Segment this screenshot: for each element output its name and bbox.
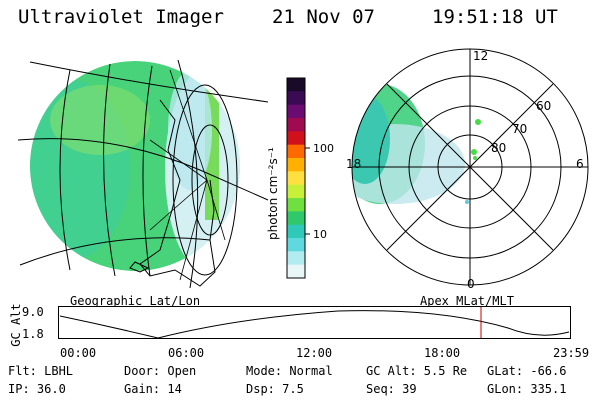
aurora-spot bbox=[471, 149, 477, 155]
time-label: 19:51:18 UT bbox=[432, 6, 558, 28]
status-glat: GLat: -66.6 bbox=[487, 364, 567, 378]
aurora-spot bbox=[475, 119, 481, 125]
colorbar-swatch bbox=[287, 184, 305, 199]
colorbar-swatch bbox=[287, 198, 305, 212]
colorbar-unit-label: photon cm⁻²s⁻¹ bbox=[266, 147, 280, 240]
alt-tick-top: 9.0 bbox=[22, 305, 44, 319]
colorbar-swatch bbox=[287, 264, 305, 279]
polar-label: Apex MLat/MLT bbox=[420, 294, 514, 308]
polar-grid bbox=[351, 48, 589, 286]
colorbar-swatch bbox=[287, 238, 305, 252]
status-glon: GLon: 335.1 bbox=[487, 382, 567, 396]
gc-alt-axis-label: GC Alt bbox=[9, 303, 23, 347]
status-gc-alt: GC Alt: 5.5 Re bbox=[366, 364, 468, 378]
altitude-strip bbox=[58, 306, 571, 339]
lat-label-80: 80 bbox=[491, 141, 506, 155]
altitude-frame bbox=[58, 306, 571, 339]
colorbar: 100 10 photon cm⁻²s⁻¹ bbox=[266, 77, 334, 279]
aurora-image bbox=[30, 61, 240, 271]
status-seq: Seq: 39 bbox=[366, 382, 417, 396]
mlt-label-12: 12 bbox=[473, 49, 488, 63]
colorbar-tick-label: 100 bbox=[313, 142, 334, 155]
colorbar-swatch bbox=[287, 158, 305, 172]
lat-label-70: 70 bbox=[512, 122, 527, 136]
instrument-title: Ultraviolet Imager bbox=[18, 6, 224, 28]
colorbar-swatch bbox=[287, 211, 305, 226]
colorbar-swatch bbox=[287, 251, 305, 266]
colorbar-swatch bbox=[287, 171, 305, 186]
status-ip: IP: 36.0 bbox=[8, 382, 66, 396]
colorbar-swatch bbox=[287, 91, 305, 106]
lat-label-60: 60 bbox=[536, 99, 551, 113]
colorbar-swatch bbox=[287, 144, 305, 159]
status-mode: Mode: Normal bbox=[246, 364, 333, 378]
colorbar-swatch bbox=[287, 224, 305, 239]
mlt-label-6: 6 bbox=[576, 157, 584, 171]
time-tick: 06:00 bbox=[168, 346, 205, 360]
status-gain: Gain: 14 bbox=[124, 382, 182, 396]
polar-aurora bbox=[352, 84, 465, 204]
colorbar-swatch bbox=[287, 131, 305, 146]
map-grid bbox=[17, 59, 269, 289]
time-tick: 12:00 bbox=[296, 346, 333, 360]
colorbar-swatch bbox=[287, 104, 305, 119]
colorbar-gradient bbox=[287, 78, 305, 279]
geographic-label: Geographic Lat/Lon bbox=[70, 294, 201, 308]
status-dsp: Dsp: 7.5 bbox=[246, 382, 304, 396]
status-flt: Flt: LBHL bbox=[8, 364, 74, 378]
aurora-spot bbox=[465, 200, 469, 204]
aurora-spot bbox=[473, 156, 477, 160]
mlt-label-0: 0 bbox=[467, 277, 475, 291]
time-tick: 18:00 bbox=[424, 346, 461, 360]
colorbar-swatch bbox=[287, 118, 305, 132]
polar-plot: 12 18 6 0 60 70 80 bbox=[346, 48, 589, 291]
alt-tick-bottom: 1.8 bbox=[22, 327, 44, 341]
meridian-rays bbox=[149, 69, 226, 281]
geographic-map bbox=[17, 59, 269, 289]
colorbar-tick-label: 10 bbox=[313, 228, 327, 241]
mlt-label-18: 18 bbox=[346, 157, 361, 171]
date-label: 21 Nov 07 bbox=[272, 6, 375, 28]
status-door: Door: Open bbox=[124, 364, 197, 378]
time-tick: 00:00 bbox=[60, 346, 97, 360]
time-tick: 23:59 bbox=[553, 346, 590, 360]
altitude-curve bbox=[59, 310, 570, 339]
colorbar-swatch bbox=[287, 78, 305, 92]
